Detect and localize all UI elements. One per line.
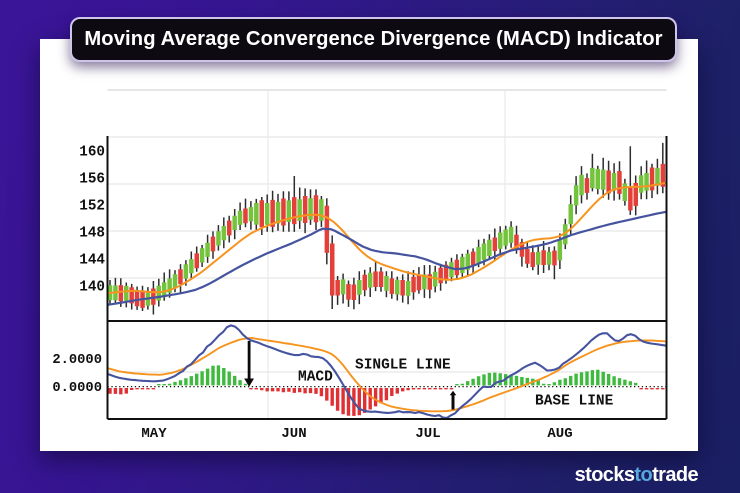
svg-text:SINGLE LINE: SINGLE LINE — [355, 358, 451, 374]
svg-text:JUN: JUN — [281, 426, 306, 442]
svg-text:JUL: JUL — [415, 426, 440, 442]
svg-text:MAY: MAY — [141, 426, 167, 442]
svg-text:0.0000: 0.0000 — [52, 381, 102, 396]
svg-text:BASE LINE: BASE LINE — [535, 394, 614, 410]
svg-text:156: 156 — [79, 172, 105, 188]
svg-text:160: 160 — [79, 145, 105, 161]
svg-text:AUG: AUG — [547, 426, 572, 442]
svg-text:MACD: MACD — [298, 370, 333, 386]
svg-text:2.0000: 2.0000 — [52, 353, 102, 368]
svg-text:140: 140 — [79, 280, 105, 296]
svg-text:148: 148 — [79, 226, 105, 242]
svg-text:152: 152 — [79, 199, 105, 215]
svg-text:144: 144 — [79, 253, 105, 269]
